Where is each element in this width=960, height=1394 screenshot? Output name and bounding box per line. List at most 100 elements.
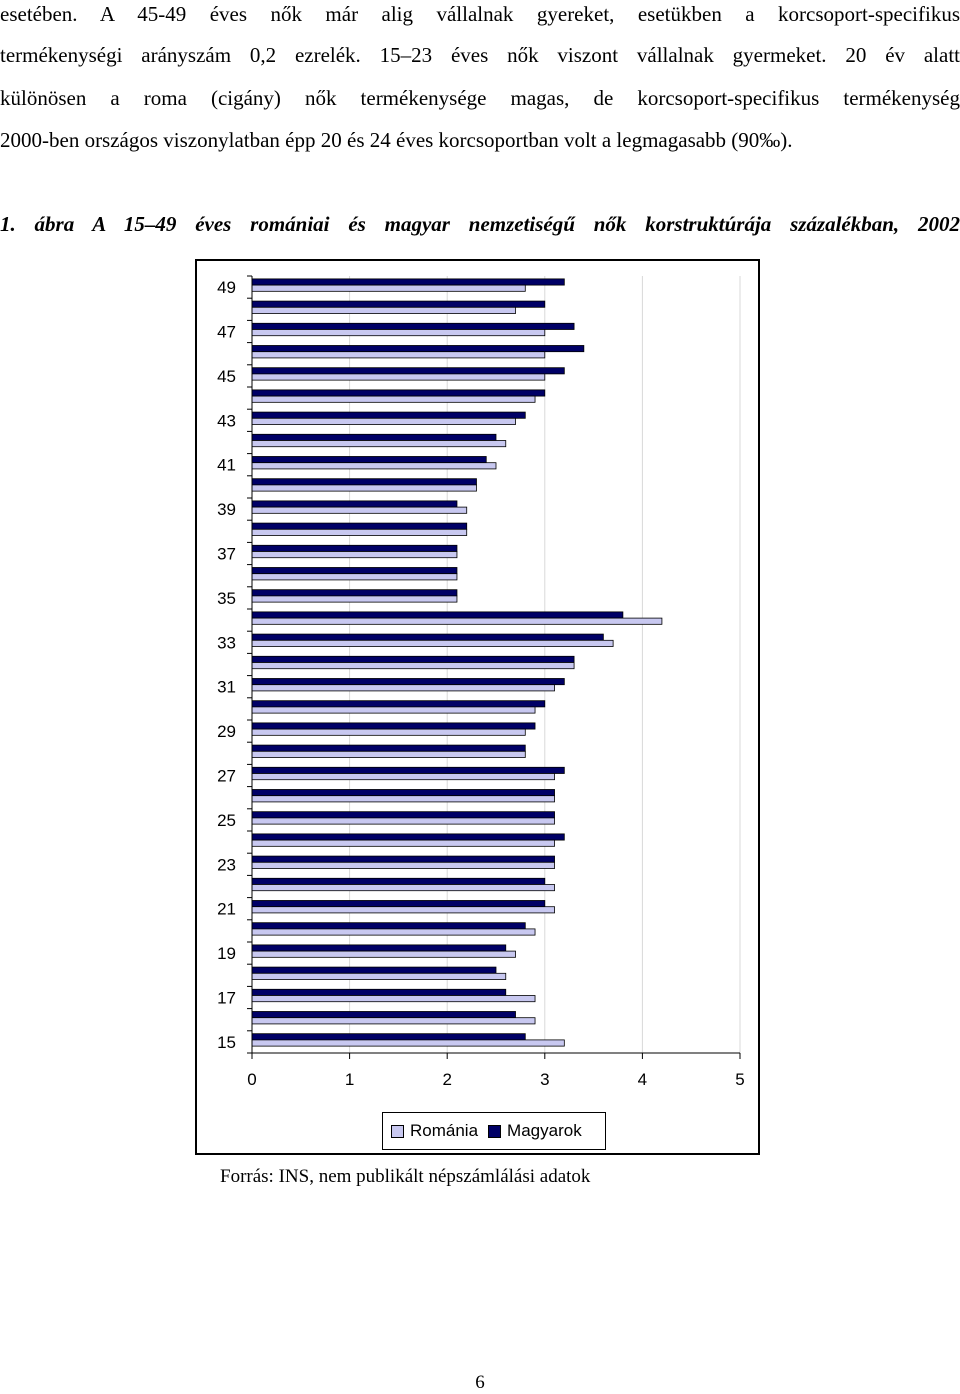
chart-frame: 49 47 45 43 41 39 37 35 33 31 29 27 25 23 21 19 17 15 0 1 2 3… (195, 259, 760, 1155)
bar-magyarok (251, 855, 555, 863)
bar-magyarok (251, 367, 565, 375)
y-tick-label: 45 (217, 367, 236, 386)
bar-magyarok (251, 877, 546, 885)
y-tick-label: 23 (217, 855, 236, 874)
text-line: termékenységi arányszám 0,2 ezrelék. 15–… (0, 43, 960, 67)
legend-swatch-magyarok (488, 1124, 502, 1138)
bar-romania (251, 972, 507, 980)
legend-label-romania: Románia (410, 1121, 479, 1140)
bar-magyarok (251, 345, 585, 353)
y-tick-label: 21 (217, 900, 236, 919)
bar-romania (251, 528, 468, 536)
bar-romania (251, 595, 458, 603)
bar-romania (251, 662, 575, 670)
bar-romania (251, 928, 536, 936)
x-tick-label: 0 (247, 1070, 256, 1089)
bar-romania (251, 839, 555, 847)
y-tick-label: 27 (217, 767, 236, 786)
y-tick-label: 31 (217, 678, 236, 697)
legend-swatch-romania (391, 1124, 404, 1138)
bar-magyarok (251, 833, 565, 841)
bar-magyarok (251, 300, 546, 308)
legend-item-romania: Románia (391, 1121, 478, 1141)
bar-magyarok (251, 655, 575, 663)
y-tick-label: 43 (217, 411, 236, 430)
bar-romania (251, 462, 497, 470)
bar-magyarok (251, 322, 575, 330)
bar-magyarok (251, 900, 546, 908)
bar-magyarok (251, 411, 526, 419)
bar-romania (251, 861, 555, 869)
bar-romania (251, 484, 477, 492)
y-tick-label: 49 (217, 278, 236, 297)
bar-magyarok (251, 389, 546, 397)
bar-magyarok (251, 944, 507, 952)
bar-romania (251, 950, 516, 958)
bar-magyarok (251, 766, 565, 774)
bar-romania (251, 395, 536, 403)
bar-magyarok (251, 700, 546, 708)
bar-magyarok (251, 278, 565, 286)
bar-magyarok (251, 789, 555, 797)
bar-romania (251, 773, 555, 781)
y-tick-label: 17 (217, 989, 236, 1008)
bar-romania (251, 573, 458, 581)
y-tick-label: 15 (217, 1033, 236, 1052)
y-tick-label: 41 (217, 456, 236, 475)
x-tick-label: 3 (540, 1070, 549, 1089)
y-tick-label: 35 (217, 589, 236, 608)
bar-romania (251, 329, 546, 337)
bar-magyarok (251, 811, 555, 819)
bar-magyarok (251, 544, 458, 552)
bar-magyarok (251, 966, 497, 974)
bar-magyarok (251, 722, 536, 730)
x-tick-label: 5 (735, 1070, 744, 1089)
bar-magyarok (251, 433, 497, 441)
bar-romania (251, 995, 536, 1003)
bar-romania (251, 750, 526, 758)
bar-romania (251, 617, 663, 625)
bar-romania (251, 284, 526, 292)
bar-magyarok (251, 744, 526, 752)
bar-romania (251, 639, 614, 647)
bar-romania (251, 884, 555, 892)
legend-label-magyarok: Magyarok (507, 1121, 582, 1140)
text-line: különösen a roma (cigány) nők termékenys… (0, 86, 960, 110)
bar-romania (251, 795, 555, 803)
bar-romania (251, 551, 458, 559)
x-tick-label: 4 (638, 1070, 647, 1089)
bar-magyarok (251, 567, 458, 575)
bar-romania (251, 351, 546, 359)
bar-magyarok (251, 678, 565, 686)
bar-magyarok (251, 988, 507, 996)
bar-romania (251, 706, 536, 714)
page-number: 6 (475, 1372, 485, 1393)
y-tick-label: 29 (217, 722, 236, 741)
bar-magyarok (251, 633, 604, 641)
bar-romania (251, 817, 555, 825)
y-tick-label: 37 (217, 545, 236, 564)
bar-magyarok (251, 456, 487, 464)
bar-magyarok (251, 589, 458, 597)
x-tick-label: 1 (345, 1070, 354, 1089)
bar-romania (251, 417, 516, 425)
bar-magyarok (251, 1011, 516, 1019)
y-tick-label: 33 (217, 633, 236, 652)
legend-item-magyarok: Magyarok (488, 1121, 582, 1141)
text-line: 2000-ben országos viszonylatban épp 20 é… (0, 128, 793, 152)
y-tick-label: 39 (217, 500, 236, 519)
bar-romania (251, 306, 516, 314)
bar-magyarok (251, 522, 468, 530)
bar-magyarok (251, 478, 477, 486)
y-tick-label: 47 (217, 323, 236, 342)
y-tick-label: 19 (217, 944, 236, 963)
bar-romania (251, 1017, 536, 1025)
bar-magyarok (251, 611, 624, 619)
figure-caption: 1. ábra A 15–49 éves romániai és magyar … (0, 212, 960, 236)
y-tick-label: 25 (217, 811, 236, 830)
bar-romania (251, 684, 555, 692)
bar-magyarok (251, 500, 458, 508)
bar-romania (251, 506, 468, 514)
bar-magyarok (251, 922, 526, 930)
